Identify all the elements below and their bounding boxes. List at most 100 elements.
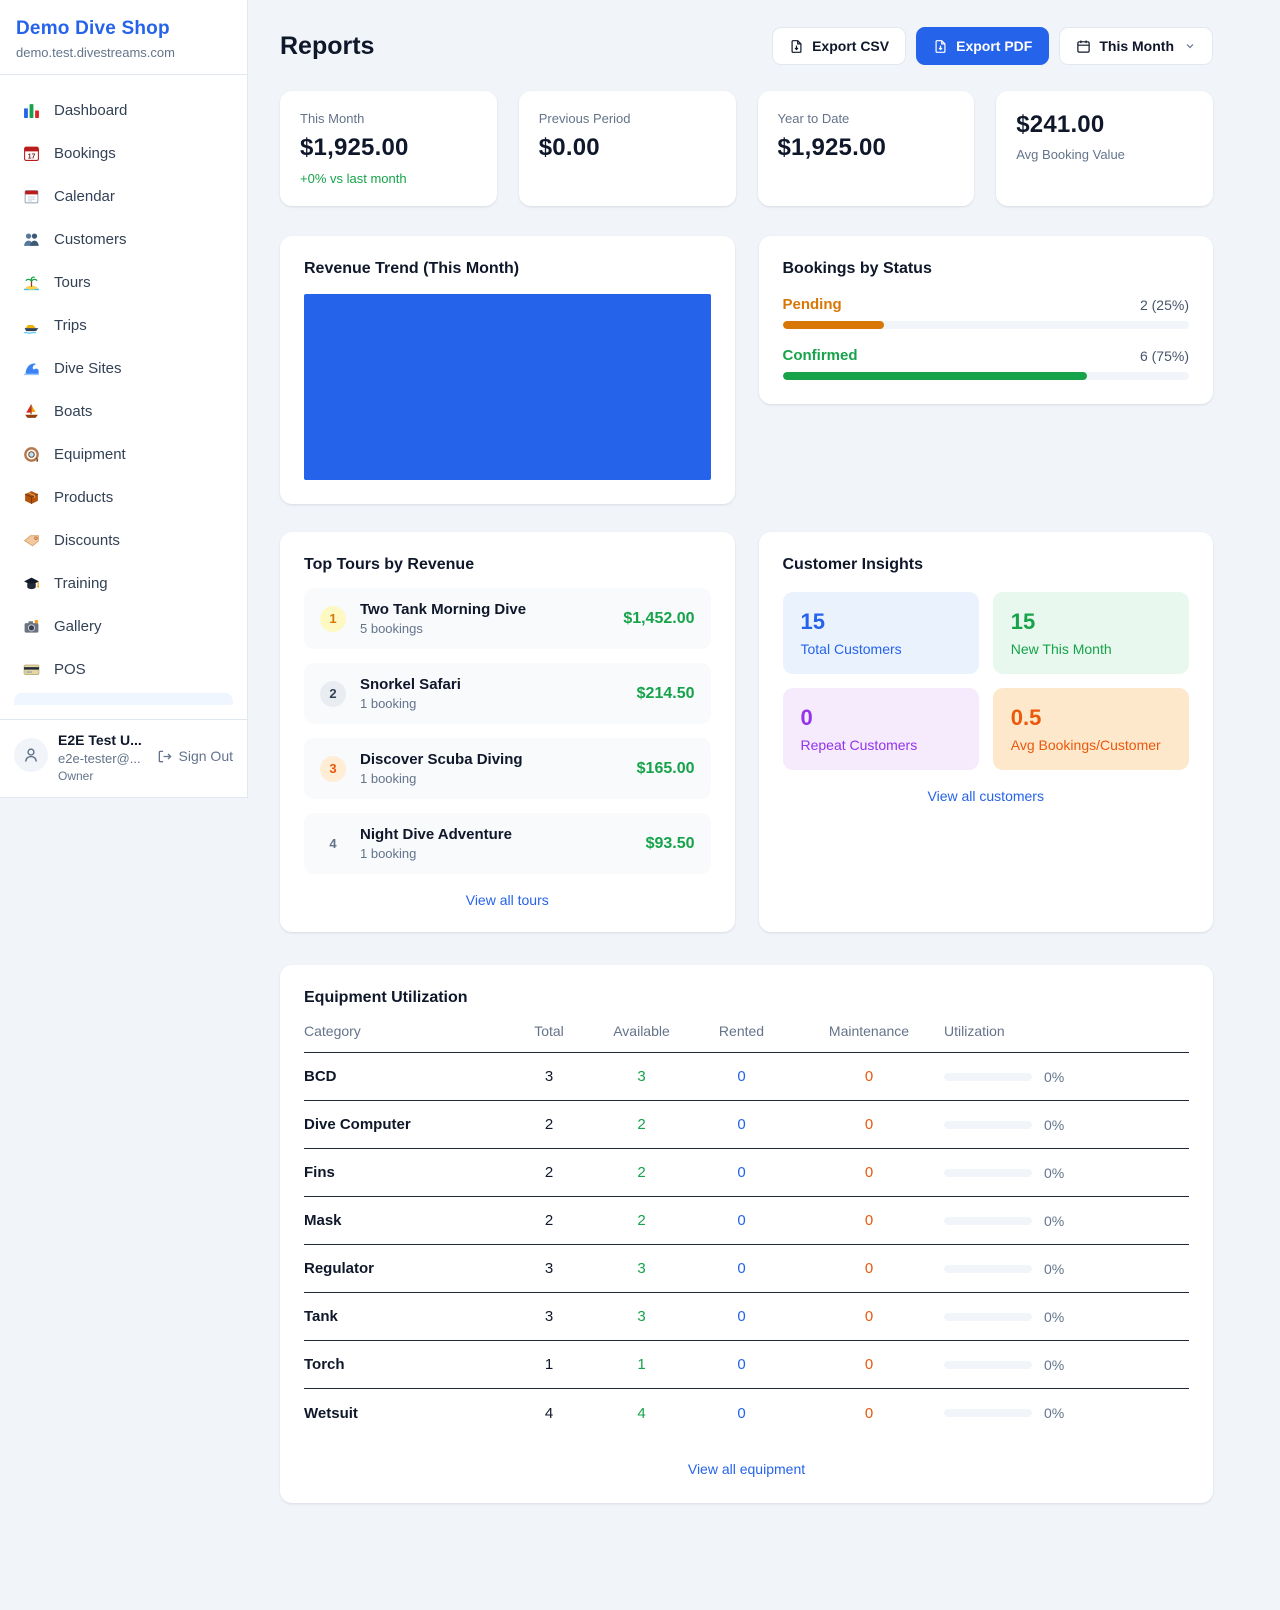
tour-name: Discover Scuba Diving bbox=[360, 751, 523, 768]
stat-card-avg-booking-value: $241.00 Avg Booking Value bbox=[996, 91, 1213, 206]
utilization-bar bbox=[944, 1360, 1032, 1369]
sidebar-item-equipment[interactable]: Equipment bbox=[8, 433, 239, 476]
customer-insights-card: Customer Insights 15 Total Customers 15 … bbox=[758, 532, 1213, 932]
utilization-bar bbox=[944, 1312, 1032, 1321]
table-row: Fins 2 2 0 0 0% bbox=[304, 1149, 1189, 1197]
shop-name: Demo Dive Shop bbox=[16, 18, 170, 39]
sidebar-item-label: Calendar bbox=[54, 188, 115, 205]
tour-bookings: 1 booking bbox=[360, 696, 417, 711]
tour-revenue: $1,452.00 bbox=[623, 609, 695, 627]
users-icon bbox=[22, 231, 40, 249]
sidebar-item-label: POS bbox=[54, 661, 86, 678]
table-row: Wetsuit 4 4 0 0 0% bbox=[304, 1404, 1065, 1422]
sidebar-item-dashboard[interactable]: Dashboard bbox=[8, 89, 239, 132]
dive-mask-icon bbox=[22, 446, 40, 464]
file-download-icon bbox=[935, 39, 946, 53]
tour-revenue: $214.50 bbox=[636, 684, 695, 702]
stat-cards: This Month $1,925.00 +0% vs last month P… bbox=[280, 91, 1213, 206]
tour-revenue: $165.00 bbox=[636, 759, 695, 777]
list-item[interactable]: 1 Two Tank Morning Dive 5 bookings $1,45… bbox=[304, 588, 711, 649]
view-all-equipment-link[interactable]: View all equipment bbox=[687, 1461, 806, 1477]
sidebar-item-label: Tours bbox=[54, 274, 91, 291]
tour-name: Snorkel Safari bbox=[360, 676, 461, 693]
sidebar-item-label: Gallery bbox=[54, 618, 102, 635]
package-icon bbox=[22, 489, 40, 507]
user-info: E2E Test U... e2e-tester@... Owner bbox=[58, 732, 147, 783]
tour-bookings: 1 booking bbox=[360, 771, 417, 786]
rank-badge: 3 bbox=[320, 755, 346, 782]
stat-card-year-to-date: Year to Date $1,925.00 bbox=[757, 91, 975, 206]
bookings-by-status-card: Bookings by Status Pending 2 (25%) Confi… bbox=[758, 236, 1213, 404]
view-all-tours-link[interactable]: View all tours bbox=[465, 892, 549, 908]
view-all-customers-link[interactable]: View all customers bbox=[927, 788, 1044, 804]
sidebar-item-dive-sites[interactable]: Dive Sites bbox=[8, 347, 239, 390]
table-row: Regulator 3 3 0 0 0% bbox=[304, 1245, 1189, 1293]
table-header-row: Category Total Available Rented Maintena… bbox=[304, 1023, 1189, 1053]
stat-card-this-month: This Month $1,925.00 +0% vs last month bbox=[280, 91, 497, 206]
utilization-bar bbox=[944, 1216, 1032, 1225]
sidebar-item-customers[interactable]: Customers bbox=[8, 218, 239, 261]
sign-out-label: Sign Out bbox=[178, 748, 233, 764]
revenue-trend-chart bbox=[304, 294, 711, 480]
utilization-bar bbox=[944, 1409, 1032, 1417]
tile-repeat-customers: 0 Repeat Customers bbox=[782, 688, 979, 770]
sidebar-item-label: Dashboard bbox=[54, 102, 128, 119]
rank-badge: 1 bbox=[320, 605, 346, 632]
list-item[interactable]: 3 Discover Scuba Diving 1 booking $165.0… bbox=[304, 738, 711, 799]
sidebar-item-tours[interactable]: Tours bbox=[8, 261, 239, 304]
calendar-date-icon: 17 bbox=[22, 145, 40, 163]
sidebar-item-training[interactable]: Training bbox=[8, 562, 239, 605]
page-title: Reports bbox=[280, 31, 375, 60]
shop-domain: demo.test.divestreams.com bbox=[16, 45, 175, 60]
wave-icon bbox=[22, 360, 40, 378]
sidebar-item-gallery[interactable]: Gallery bbox=[8, 605, 239, 648]
equipment-utilization-card: Equipment Utilization Category Total Ava… bbox=[280, 965, 1213, 1503]
sidebar-item-label: Customers bbox=[54, 231, 127, 248]
sidebar-nav: Dashboard 17 Bookings Calendar Customers… bbox=[0, 75, 247, 719]
user-role: Owner bbox=[58, 769, 94, 783]
sidebar-item-label: Trips bbox=[54, 317, 87, 334]
main-content: Reports Export CSV Export PDF This Month… bbox=[248, 0, 1280, 1543]
status-row-pending: Pending 2 (25%) bbox=[782, 296, 1189, 329]
top-tours-card: Top Tours by Revenue 1 Two Tank Morning … bbox=[280, 532, 735, 932]
sidebar-item-boats[interactable]: Boats bbox=[8, 390, 239, 433]
rank-badge: 4 bbox=[329, 836, 337, 851]
island-icon bbox=[22, 274, 40, 292]
status-value: 2 (25%) bbox=[1139, 296, 1189, 313]
tile-total-customers: 15 Total Customers bbox=[782, 592, 979, 674]
list-item[interactable]: 2 Snorkel Safari 1 booking $214.50 bbox=[304, 663, 711, 724]
chevron-down-icon bbox=[1186, 44, 1194, 49]
progress-track bbox=[782, 372, 1189, 380]
svg-text:17: 17 bbox=[27, 153, 35, 160]
sidebar-item-discounts[interactable]: Discounts bbox=[8, 519, 239, 562]
bar-chart-icon bbox=[22, 102, 40, 120]
status-row-confirmed: Confirmed 6 (75%) bbox=[782, 347, 1189, 380]
sidebar-item-label: Discounts bbox=[54, 532, 120, 549]
sidebar-item-reports-partial[interactable] bbox=[14, 693, 233, 705]
avatar bbox=[14, 738, 48, 772]
sidebar-item-trips[interactable]: Trips bbox=[8, 304, 239, 347]
sidebar-item-pos[interactable]: POS bbox=[8, 648, 239, 691]
calendar-icon bbox=[1077, 40, 1091, 53]
utilization-bar bbox=[944, 1264, 1032, 1273]
user-name: E2E Test U... bbox=[58, 732, 142, 748]
table-row: BCD 3 3 0 0 0% bbox=[304, 1053, 1189, 1101]
customer-insights-title: Customer Insights bbox=[782, 556, 923, 573]
utilization-bar bbox=[944, 1168, 1032, 1177]
sidebar-item-calendar[interactable]: Calendar bbox=[8, 175, 239, 218]
list-item[interactable]: 4 Night Dive Adventure 1 booking $93.50 bbox=[304, 813, 711, 874]
header-actions: Export CSV Export PDF This Month bbox=[772, 27, 1213, 65]
table-row: Torch 1 1 0 0 0% bbox=[304, 1341, 1189, 1389]
sidebar-item-label: Training bbox=[54, 575, 108, 592]
period-dropdown[interactable]: This Month bbox=[1059, 27, 1213, 65]
export-pdf-button[interactable]: Export PDF bbox=[916, 27, 1050, 65]
sign-out-button[interactable]: Sign Out bbox=[157, 748, 233, 764]
tour-bookings: 5 bookings bbox=[360, 621, 423, 636]
sidebar-item-label: Bookings bbox=[54, 145, 116, 162]
export-csv-button[interactable]: Export CSV bbox=[772, 27, 907, 65]
sidebar-item-products[interactable]: Products bbox=[8, 476, 239, 519]
sidebar-item-label: Boats bbox=[54, 403, 93, 420]
sidebar-item-bookings[interactable]: 17 Bookings bbox=[8, 132, 239, 175]
rank-badge: 2 bbox=[320, 680, 346, 707]
bookings-by-status-title: Bookings by Status bbox=[782, 260, 932, 277]
